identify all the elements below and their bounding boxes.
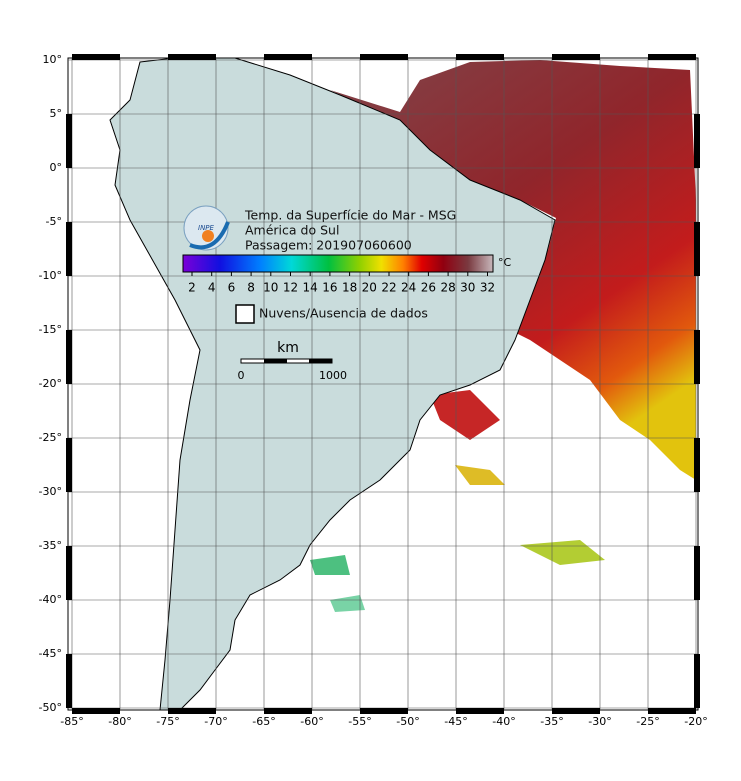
colorbar-tick-label: 32	[480, 281, 495, 295]
pass-time: Passagem: 201907060600	[245, 238, 412, 253]
cloud-legend-box	[235, 304, 255, 324]
lon-tick-label: -70°	[204, 715, 227, 728]
frame-bar	[694, 654, 700, 708]
scale-unit: km	[277, 340, 299, 356]
lat-tick-label: 10°	[43, 53, 63, 66]
scale-start: 0	[238, 369, 245, 382]
scale-bar-segment	[264, 359, 287, 363]
frame-bar	[648, 708, 696, 714]
frame-bar	[66, 546, 72, 600]
cloud-legend-label: Nuvens/Ausencia de dados	[259, 306, 428, 321]
frame-bar	[694, 114, 700, 168]
colorbar-tick-label: 16	[322, 281, 337, 295]
frame-bar	[72, 54, 120, 60]
colorbar-tick-label: 10	[263, 281, 278, 295]
frame-bar	[66, 114, 72, 168]
frame-bar	[360, 708, 408, 714]
frame-bar	[456, 708, 504, 714]
frame-bar	[168, 708, 216, 714]
colorbar-tick-label: 4	[208, 281, 216, 295]
sst-patch	[310, 555, 350, 575]
lat-tick-label: -10°	[39, 269, 62, 282]
colorbar-tick-label: 2	[188, 281, 196, 295]
frame-bar	[456, 54, 504, 60]
title: Temp. da Superfície do Mar - MSG	[244, 208, 456, 223]
colorbar-tick-label: 12	[283, 281, 298, 295]
colorbar-tick-label: 24	[401, 281, 416, 295]
frame-bar	[648, 54, 696, 60]
lat-tick-label: -5°	[46, 215, 62, 228]
frame-bar	[694, 438, 700, 492]
frame-bar	[694, 546, 700, 600]
colorbar-tick-label: 26	[421, 281, 436, 295]
lat-tick-label: -15°	[39, 323, 62, 336]
lat-tick-label: -20°	[39, 377, 62, 390]
colorbar-tick-label: 14	[303, 281, 318, 295]
sst-field	[330, 60, 696, 480]
lat-tick-label: -30°	[39, 485, 62, 498]
scale-end: 1000	[319, 369, 347, 382]
colorbar-tick-label: 8	[247, 281, 255, 295]
lon-tick-label: -30°	[588, 715, 611, 728]
lon-tick-label: -65°	[252, 715, 275, 728]
frame-bar	[264, 708, 312, 714]
frame-bar	[66, 330, 72, 384]
sst-patch	[430, 390, 500, 440]
lat-tick-label: 0°	[50, 161, 63, 174]
lon-tick-label: -85°	[60, 715, 83, 728]
frame-bar	[66, 438, 72, 492]
colorbar-tick-label: 18	[342, 281, 357, 295]
colorbar-tick-label: 30	[460, 281, 475, 295]
frame-bar	[552, 708, 600, 714]
colorbar-tick-label: 22	[381, 281, 396, 295]
lat-tick-label: -50°	[39, 701, 62, 714]
lon-tick-label: -40°	[492, 715, 515, 728]
logo-text: INPE	[198, 224, 215, 232]
sst-patch	[330, 595, 365, 612]
lon-tick-label: -55°	[348, 715, 371, 728]
colorbar-unit: °C	[498, 256, 512, 269]
frame-bar	[694, 222, 700, 276]
map-frame	[66, 54, 700, 714]
frame-bar	[72, 708, 120, 714]
logo: INPE	[183, 205, 230, 251]
lon-tick-label: -50°	[396, 715, 419, 728]
lon-tick-label: -80°	[108, 715, 131, 728]
sst-patch	[455, 465, 505, 485]
colorbar-tick-label: 6	[228, 281, 236, 295]
colorbar-tick-label: 20	[362, 281, 377, 295]
scale-bar-segment	[309, 359, 332, 363]
lon-tick-label: -20°	[684, 715, 707, 728]
frame-bar	[66, 222, 72, 276]
lon-tick-label: -25°	[636, 715, 659, 728]
lat-tick-label: -40°	[39, 593, 62, 606]
lon-tick-label: -75°	[156, 715, 179, 728]
frame-bar	[66, 654, 72, 708]
frame-bar	[168, 54, 216, 60]
lat-tick-label: -45°	[39, 647, 62, 660]
frame-bar	[694, 330, 700, 384]
lon-tick-label: -60°	[300, 715, 323, 728]
frame-bar	[264, 54, 312, 60]
lat-tick-label: -25°	[39, 431, 62, 444]
lat-tick-label: -35°	[39, 539, 62, 552]
colorbar	[182, 254, 494, 273]
frame-bar	[360, 54, 408, 60]
lon-tick-label: -35°	[540, 715, 563, 728]
frame-bar	[552, 54, 600, 60]
region: América do Sul	[245, 223, 339, 238]
colorbar-tick-label: 28	[440, 281, 455, 295]
lat-tick-label: 5°	[50, 107, 63, 120]
lon-tick-label: -45°	[444, 715, 467, 728]
